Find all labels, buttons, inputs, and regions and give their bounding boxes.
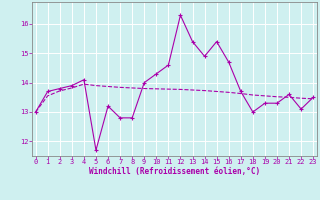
X-axis label: Windchill (Refroidissement éolien,°C): Windchill (Refroidissement éolien,°C) <box>89 167 260 176</box>
